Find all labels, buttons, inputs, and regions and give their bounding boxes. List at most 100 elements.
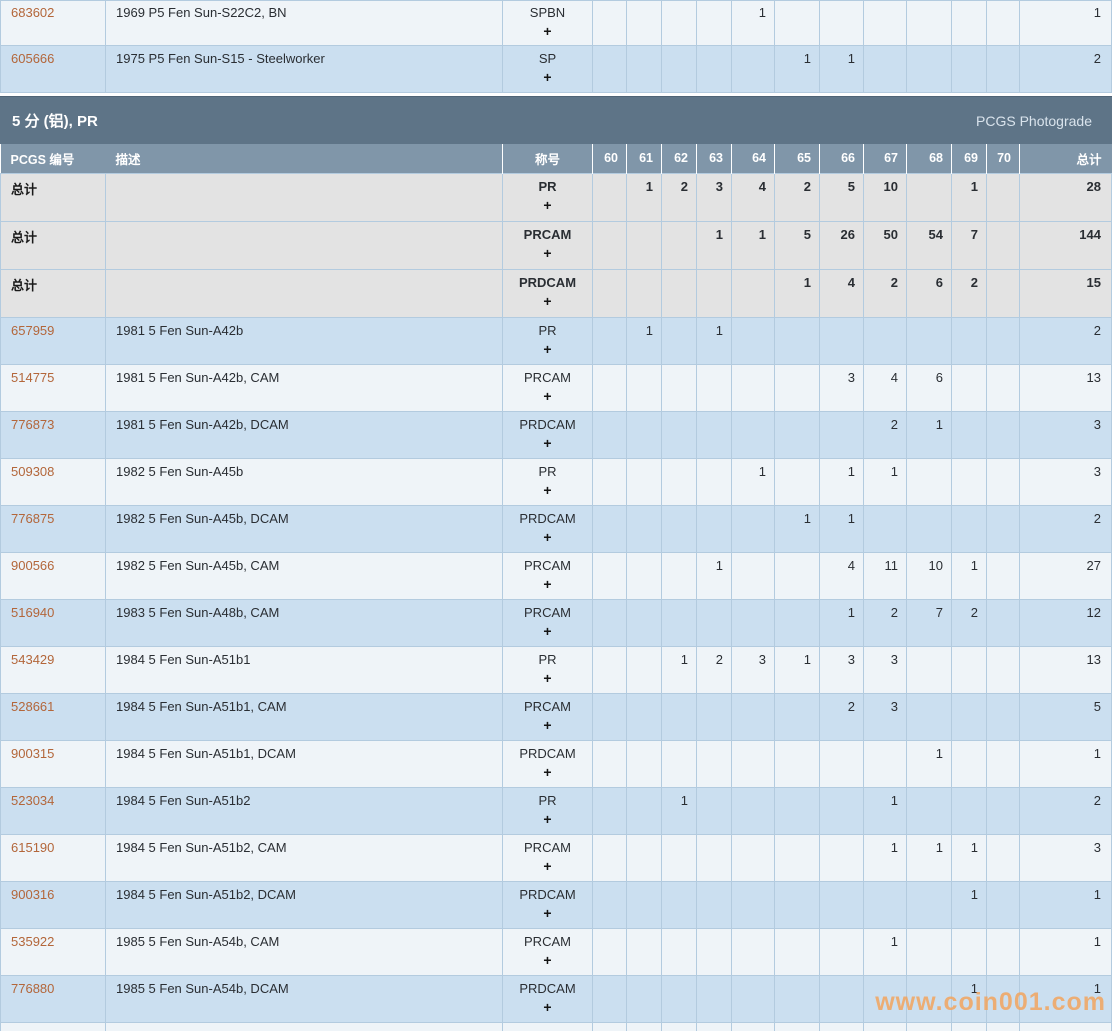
grade-70-count	[986, 316, 1020, 365]
grade-60-count	[592, 410, 627, 459]
grade-66-count: 1	[819, 598, 864, 647]
pcgs-number-link[interactable]: 615190	[11, 839, 55, 855]
expand-plus-button[interactable]: +	[543, 292, 552, 309]
table-row: 543429 1984 5 Fen Sun-A51b1 PR +1 2 3 1 3 3 13	[0, 645, 1112, 694]
expand-plus-button[interactable]: +	[543, 575, 552, 592]
grade-69-count	[951, 457, 987, 506]
expand-plus-button[interactable]: +	[543, 669, 552, 686]
pcgs-number-link[interactable]: 535922	[11, 933, 55, 949]
grade-67-count: 1	[863, 457, 907, 506]
designation-label: PRDCAM	[519, 416, 576, 432]
expand-plus-button[interactable]: +	[543, 857, 552, 874]
designation-label: PRCAM	[524, 933, 571, 949]
grade-63-count: 2	[696, 645, 732, 694]
grade-60-count	[592, 974, 627, 1023]
coin-description: 1982 5 Fen Sun-A45b	[105, 457, 503, 506]
expand-plus-button[interactable]: +	[543, 716, 552, 733]
expand-plus-button[interactable]: +	[543, 434, 552, 451]
row-total-count: 15	[1019, 268, 1112, 318]
grade-70-count	[986, 0, 1020, 46]
grade-61-count	[626, 833, 662, 882]
pcgs-number-link[interactable]: 528661	[11, 698, 55, 714]
expand-plus-button[interactable]: +	[543, 69, 552, 85]
pcgs-number-link[interactable]: 516940	[11, 604, 55, 620]
expand-plus-button[interactable]: +	[543, 481, 552, 498]
pcgs-number-link[interactable]: 900316	[11, 886, 55, 902]
expand-plus-button[interactable]: +	[543, 622, 552, 639]
grade-66-count: 3	[819, 645, 864, 694]
expand-plus-button[interactable]: +	[543, 528, 552, 545]
grade-66-count: 5	[819, 172, 864, 222]
grade-61-count	[626, 645, 662, 694]
row-total-count: 13	[1019, 645, 1112, 694]
designation-cell: SP +	[502, 45, 593, 93]
pcgs-number-cell: 516940	[0, 598, 106, 647]
designation-cell: PRDCAM +	[502, 268, 593, 318]
grade-66-count: 3	[819, 363, 864, 412]
pcgs-number-link[interactable]: 683602	[11, 5, 55, 20]
expand-plus-button[interactable]: +	[543, 387, 552, 404]
expand-plus-button[interactable]: +	[543, 23, 552, 39]
pcgs-number-link[interactable]: 776875	[11, 510, 55, 526]
grade-70-count	[986, 457, 1020, 506]
pcgs-number-cell: 615190	[0, 833, 106, 882]
grade-62-count	[661, 551, 697, 600]
expand-plus-button[interactable]: +	[543, 340, 552, 357]
expand-plus-button[interactable]: +	[543, 904, 552, 921]
table-row: 900316 1984 5 Fen Sun-A51b2, DCAM PRDCAM +1…	[0, 880, 1112, 929]
table-row: 528661 1984 5 Fen Sun-A51b1, CAM PRCAM +2 3 5	[0, 692, 1112, 741]
grade-69-count	[951, 504, 987, 553]
grade-70-count	[986, 504, 1020, 553]
designation-cell: PRCAM +	[502, 220, 593, 270]
clipped-next-row	[0, 1021, 1112, 1031]
grade-60-count	[592, 692, 627, 741]
grade-70-count	[986, 363, 1020, 412]
pcgs-number-link[interactable]: 776880	[11, 980, 55, 996]
designation-cell: PR +	[502, 172, 593, 222]
coin-description: 1981 5 Fen Sun-A42b, DCAM	[105, 410, 503, 459]
table-row: 657959 1981 5 Fen Sun-A42b PR +1 1 2	[0, 316, 1112, 365]
pcgs-number-link[interactable]: 900566	[11, 557, 55, 573]
grade-60-count	[592, 833, 627, 882]
pcgs-number-link[interactable]: 509308	[11, 463, 55, 479]
expand-plus-button[interactable]: +	[543, 951, 552, 968]
pcgs-number-link[interactable]: 605666	[11, 51, 55, 66]
table-row: 615190 1984 5 Fen Sun-A51b2, CAM PRCAM +1 1 1…	[0, 833, 1112, 882]
pcgs-number-link[interactable]: 657959	[11, 322, 55, 338]
pcgs-number-link[interactable]: 523034	[11, 792, 55, 808]
grade-62-count	[661, 504, 697, 553]
expand-plus-button[interactable]: +	[543, 763, 552, 780]
expand-plus-button[interactable]: +	[543, 196, 552, 213]
total-label-cell: 总计	[0, 220, 106, 270]
designation-cell: PRDCAM +	[502, 739, 593, 788]
grade-68-count	[906, 880, 952, 929]
grade-69-count: 7	[951, 220, 987, 270]
total-label: 总计	[11, 277, 38, 293]
coin-description: 1984 5 Fen Sun-A51b1	[105, 645, 503, 694]
expand-plus-button[interactable]: +	[543, 244, 552, 261]
grade-67-count: 2	[863, 410, 907, 459]
grade-68-count	[906, 0, 952, 46]
grade-70-count	[986, 45, 1020, 93]
grade-62-count	[661, 268, 697, 318]
coin-description: 1982 5 Fen Sun-A45b, DCAM	[105, 504, 503, 553]
pcgs-number-link[interactable]: 900315	[11, 745, 55, 761]
expand-plus-button[interactable]: +	[543, 998, 552, 1015]
table-row: 776875 1982 5 Fen Sun-A45b, DCAM PRDCAM +1 1…	[0, 504, 1112, 553]
pcgs-number-link[interactable]: 776873	[11, 416, 55, 432]
coin-description: 1984 5 Fen Sun-A51b2, DCAM	[105, 880, 503, 929]
designation-label: PRDCAM	[519, 886, 576, 902]
grade-60-count	[592, 268, 627, 318]
pcgs-number-link[interactable]: 514775	[11, 369, 55, 385]
header-designation: 称号	[502, 144, 593, 173]
grade-61-count	[626, 410, 662, 459]
grade-61-count	[626, 45, 662, 93]
row-total-count: 1	[1019, 880, 1112, 929]
header-grade-65: 65	[774, 144, 820, 173]
expand-plus-button[interactable]: +	[543, 810, 552, 827]
pcgs-number-link[interactable]: 543429	[11, 651, 55, 667]
designation-cell: SPBN +	[502, 0, 593, 46]
table-row: 509308 1982 5 Fen Sun-A45b PR +1 1 1 3	[0, 457, 1112, 506]
pcgs-photograde-link[interactable]: PCGS Photograde	[976, 112, 1092, 129]
header-grade-67: 67	[863, 144, 907, 173]
